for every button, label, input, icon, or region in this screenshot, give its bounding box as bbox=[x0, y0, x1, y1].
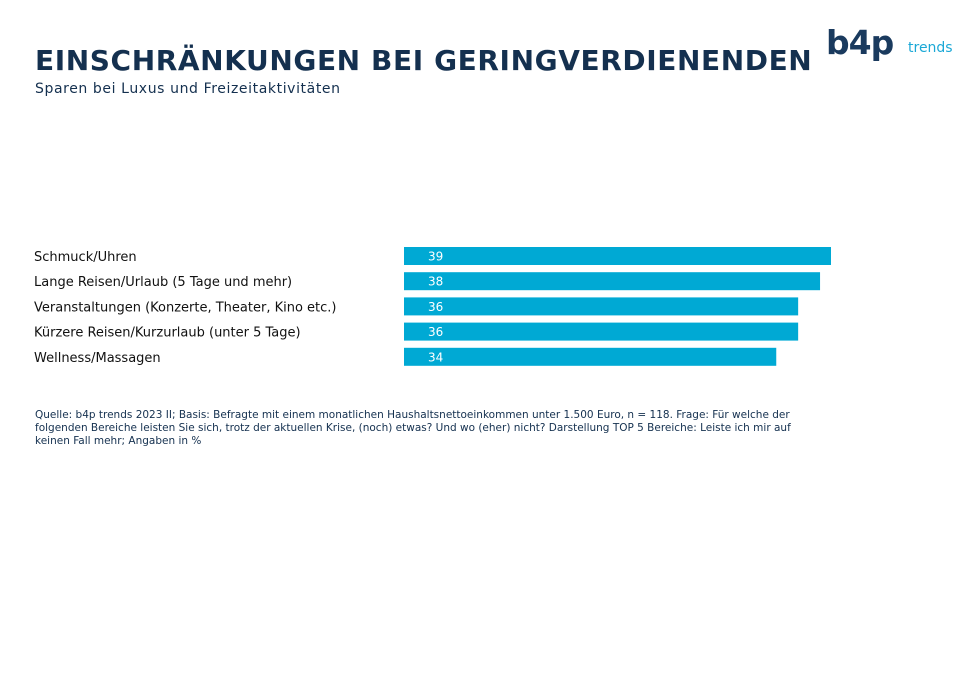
category-label: Kürzere Reisen/Kurzurlaub (unter 5 Tage) bbox=[34, 326, 301, 341]
category-label: Lange Reisen/Urlaub (5 Tage und mehr) bbox=[34, 275, 292, 290]
category-label: Veranstaltungen (Konzerte, Theater, Kino… bbox=[34, 300, 337, 315]
bar bbox=[404, 272, 821, 291]
bar-value-label: 36 bbox=[428, 325, 443, 339]
logo-mark: b4p bbox=[826, 23, 894, 62]
source-note: Quelle: b4p trends 2023 II; Basis: Befra… bbox=[35, 409, 791, 447]
b4p-trends-logo: b4p trends bbox=[826, 24, 956, 68]
page-subtitle: Sparen bei Luxus und Freizeitaktivitäten bbox=[35, 81, 341, 97]
bar-value-label: 38 bbox=[428, 275, 443, 289]
bar bbox=[404, 322, 799, 341]
bar-chart: Schmuck/Uhren 39 Lange Reisen/Urlaub (5 Ta… bbox=[34, 247, 831, 366]
bar-value-label: 39 bbox=[428, 250, 443, 264]
logo-text: trends bbox=[908, 40, 953, 56]
category-label: Wellness/Massagen bbox=[34, 351, 161, 366]
bar bbox=[404, 347, 777, 366]
bar-value-label: 34 bbox=[428, 350, 443, 364]
bar bbox=[404, 297, 799, 316]
page-title: EINSCHRÄNKUNGEN BEI GERINGVERDIENENDEN bbox=[35, 44, 813, 77]
category-label: Schmuck/Uhren bbox=[34, 250, 137, 265]
bar bbox=[404, 247, 831, 265]
bar-value-label: 36 bbox=[428, 300, 443, 314]
